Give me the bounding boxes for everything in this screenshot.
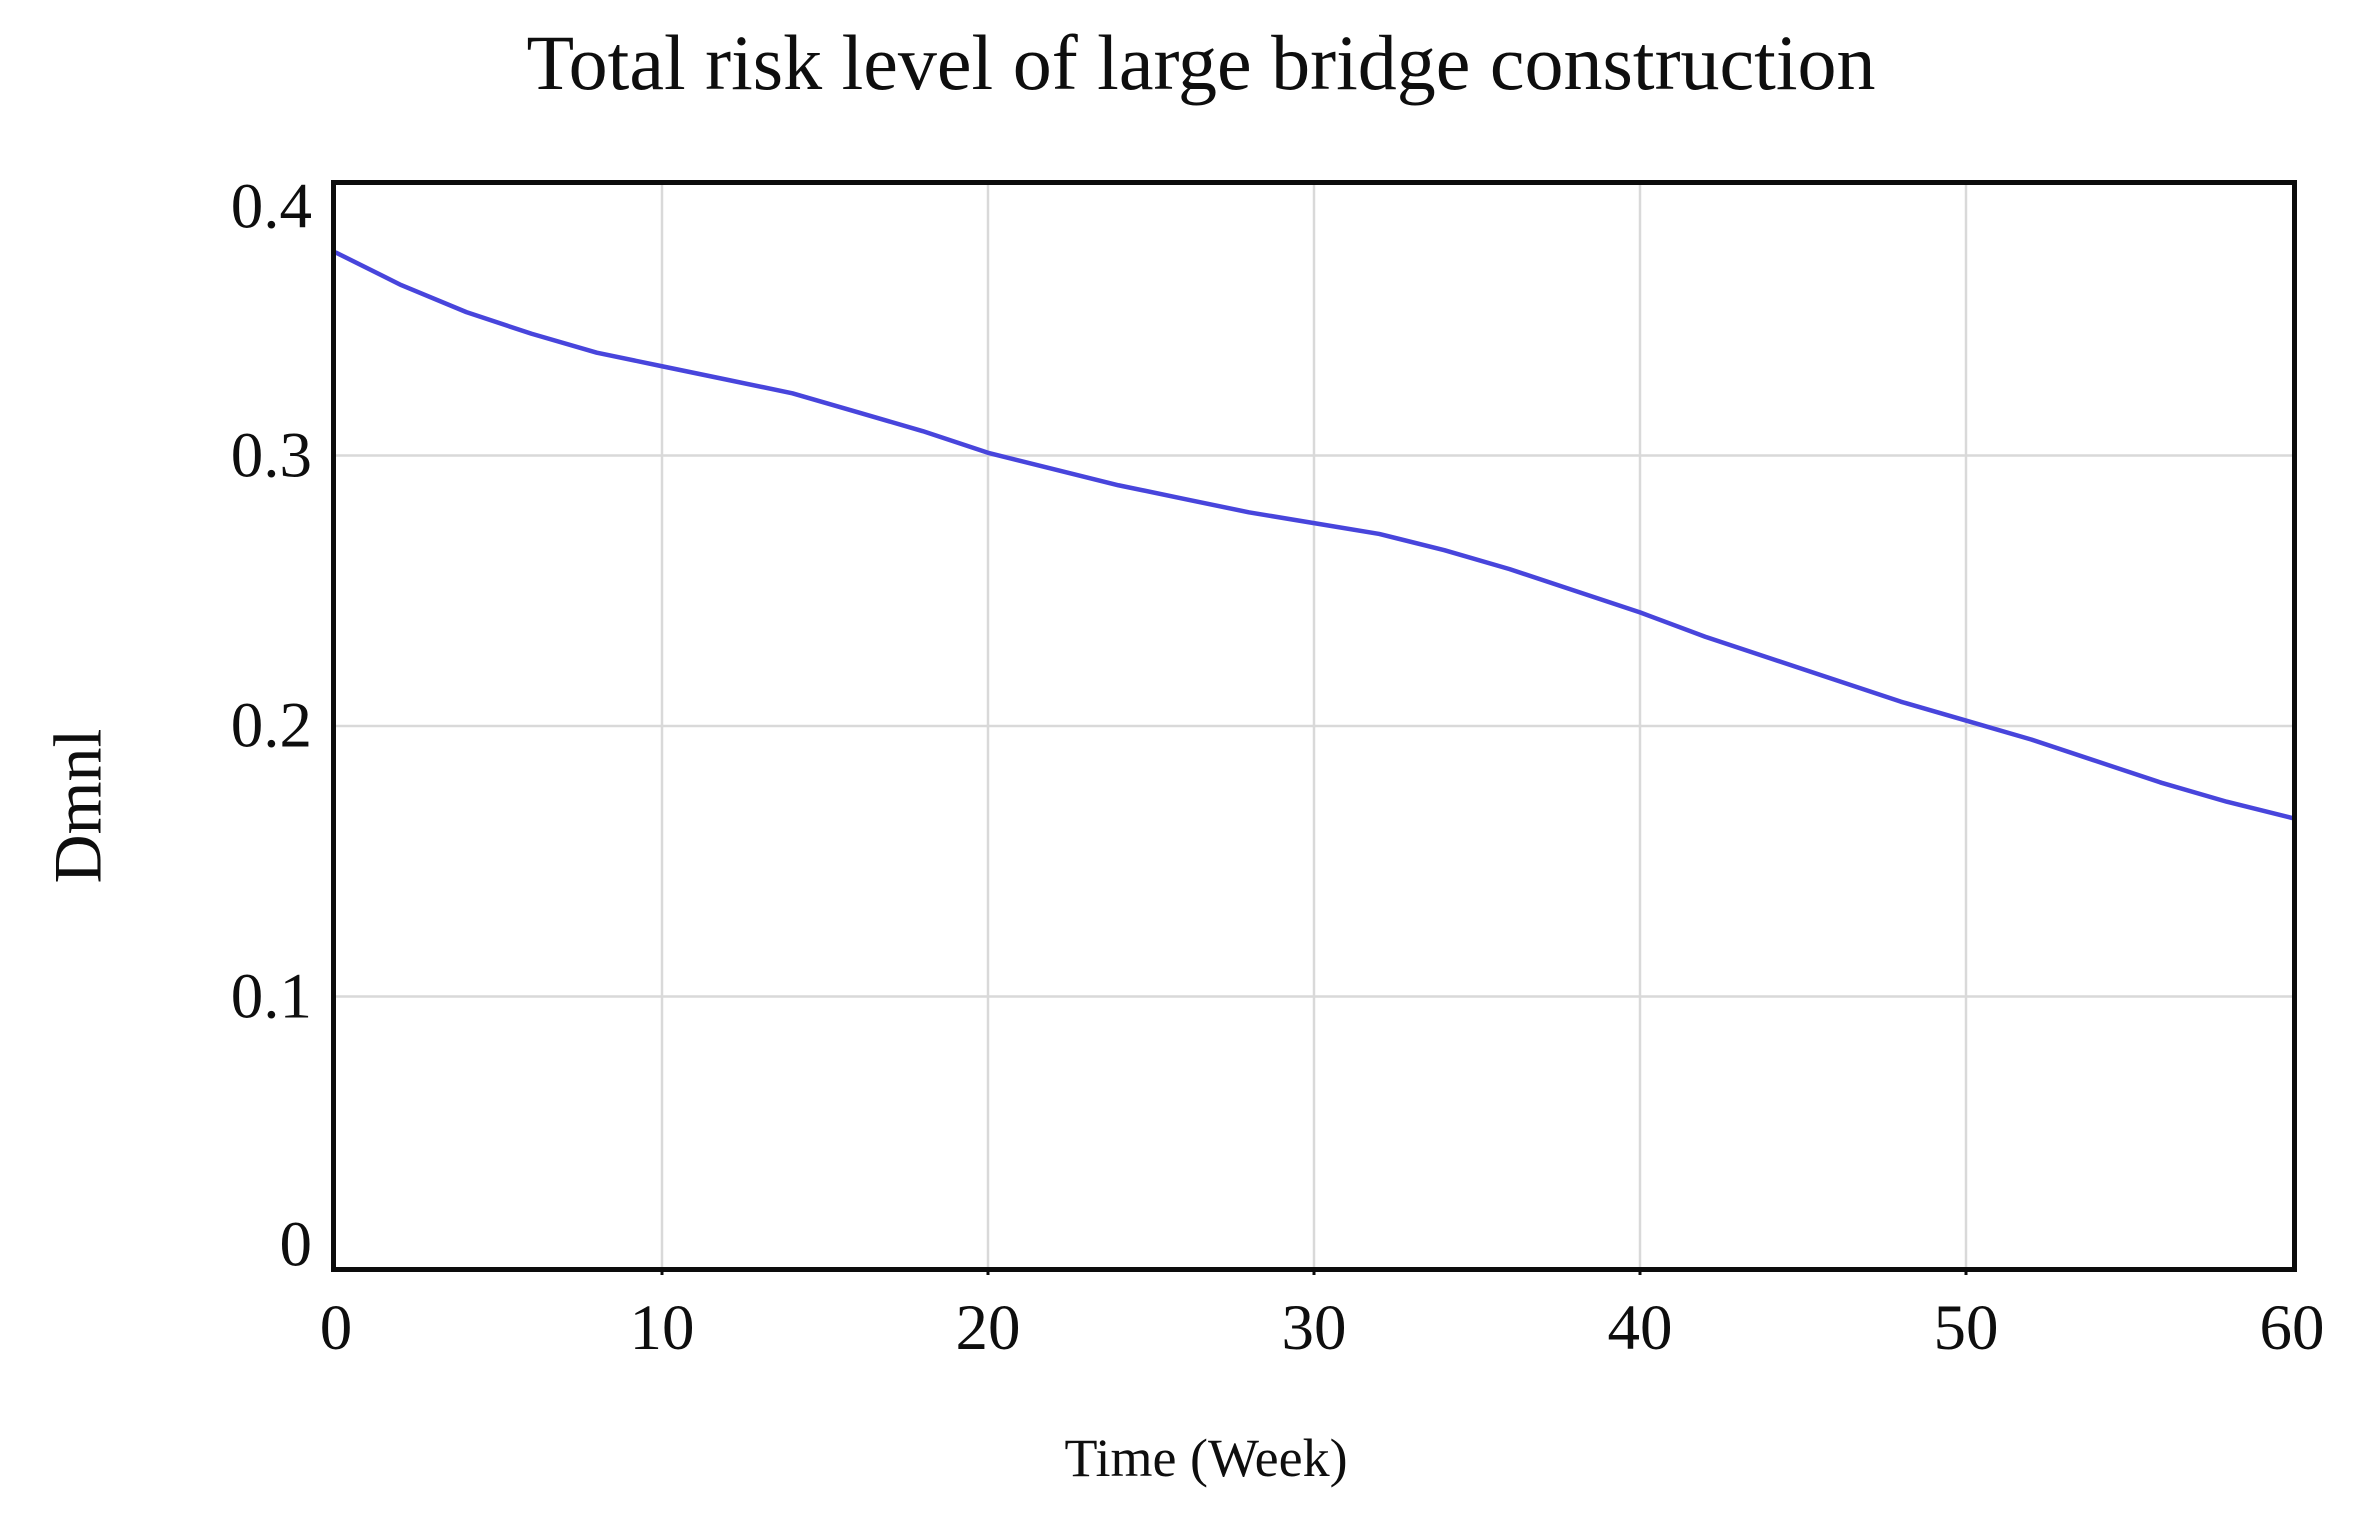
x-tick-mark xyxy=(660,1267,664,1275)
plot-area xyxy=(331,180,2297,1272)
line-plot-canvas xyxy=(336,185,2292,1267)
x-tick-label: 50 xyxy=(1933,1292,1999,1364)
x-axis-label: Time (Week) xyxy=(1064,1428,1348,1488)
x-tick-mark xyxy=(986,1267,990,1275)
y-tick-label: 0 xyxy=(279,1208,313,1281)
chart-title: Total risk level of large bridge constru… xyxy=(526,19,1876,106)
x-tick-label: 10 xyxy=(629,1292,695,1364)
x-tick-label: 60 xyxy=(2259,1292,2325,1364)
x-tick-label: 0 xyxy=(319,1292,353,1364)
x-tick-mark xyxy=(1964,1267,1968,1275)
y-tick-label: 0.1 xyxy=(230,960,312,1032)
x-tick-label: 30 xyxy=(1281,1292,1347,1364)
y-tick-label: 0.4 xyxy=(230,170,312,243)
x-tick-label: 40 xyxy=(1607,1292,1673,1364)
y-tick-label: 0.3 xyxy=(230,419,312,491)
risk-level-line xyxy=(336,250,2292,821)
x-tick-mark xyxy=(1312,1267,1316,1275)
x-tick-label: 20 xyxy=(955,1292,1021,1364)
x-tick-mark xyxy=(1638,1267,1642,1275)
y-tick-label: 0.2 xyxy=(230,689,312,762)
